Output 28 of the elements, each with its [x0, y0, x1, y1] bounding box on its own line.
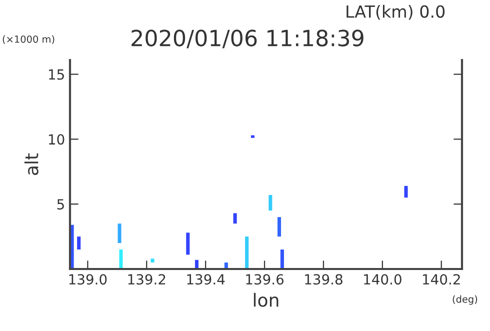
bar: [277, 217, 282, 237]
bar: [186, 232, 190, 255]
bar: [280, 250, 284, 269]
x-axis-title: lon: [254, 292, 278, 307]
x-tick-label: 139.0: [69, 274, 107, 285]
bar: [233, 213, 237, 224]
y-tick-label: 15: [48, 69, 64, 80]
y-axis-title: alt: [24, 153, 38, 175]
x-tick-label: 140.2: [423, 274, 460, 285]
bar: [119, 250, 123, 269]
text: (deg): [452, 295, 478, 305]
x-tick-label: 139.2: [128, 274, 166, 285]
chart-subtitle: LAT(km) 0.0: [346, 4, 445, 20]
x-tick-label: 140.0: [364, 274, 402, 285]
bar: [245, 236, 249, 269]
x-tick-label: 139.4: [187, 274, 225, 285]
bar: [250, 135, 255, 138]
bar: [404, 186, 408, 198]
bar: [268, 195, 272, 211]
bar: [150, 258, 154, 263]
bar: [77, 236, 81, 250]
text: (×1000 m): [2, 35, 54, 44]
x-tick-label: 139.8: [305, 274, 342, 285]
y-tick-label: 10: [48, 134, 64, 145]
bar: [118, 224, 122, 244]
y-tick-label: 5: [57, 199, 64, 210]
chart-title: 2020/01/06 11:18:39: [132, 30, 364, 48]
x-tick-label: 139.6: [246, 274, 284, 285]
